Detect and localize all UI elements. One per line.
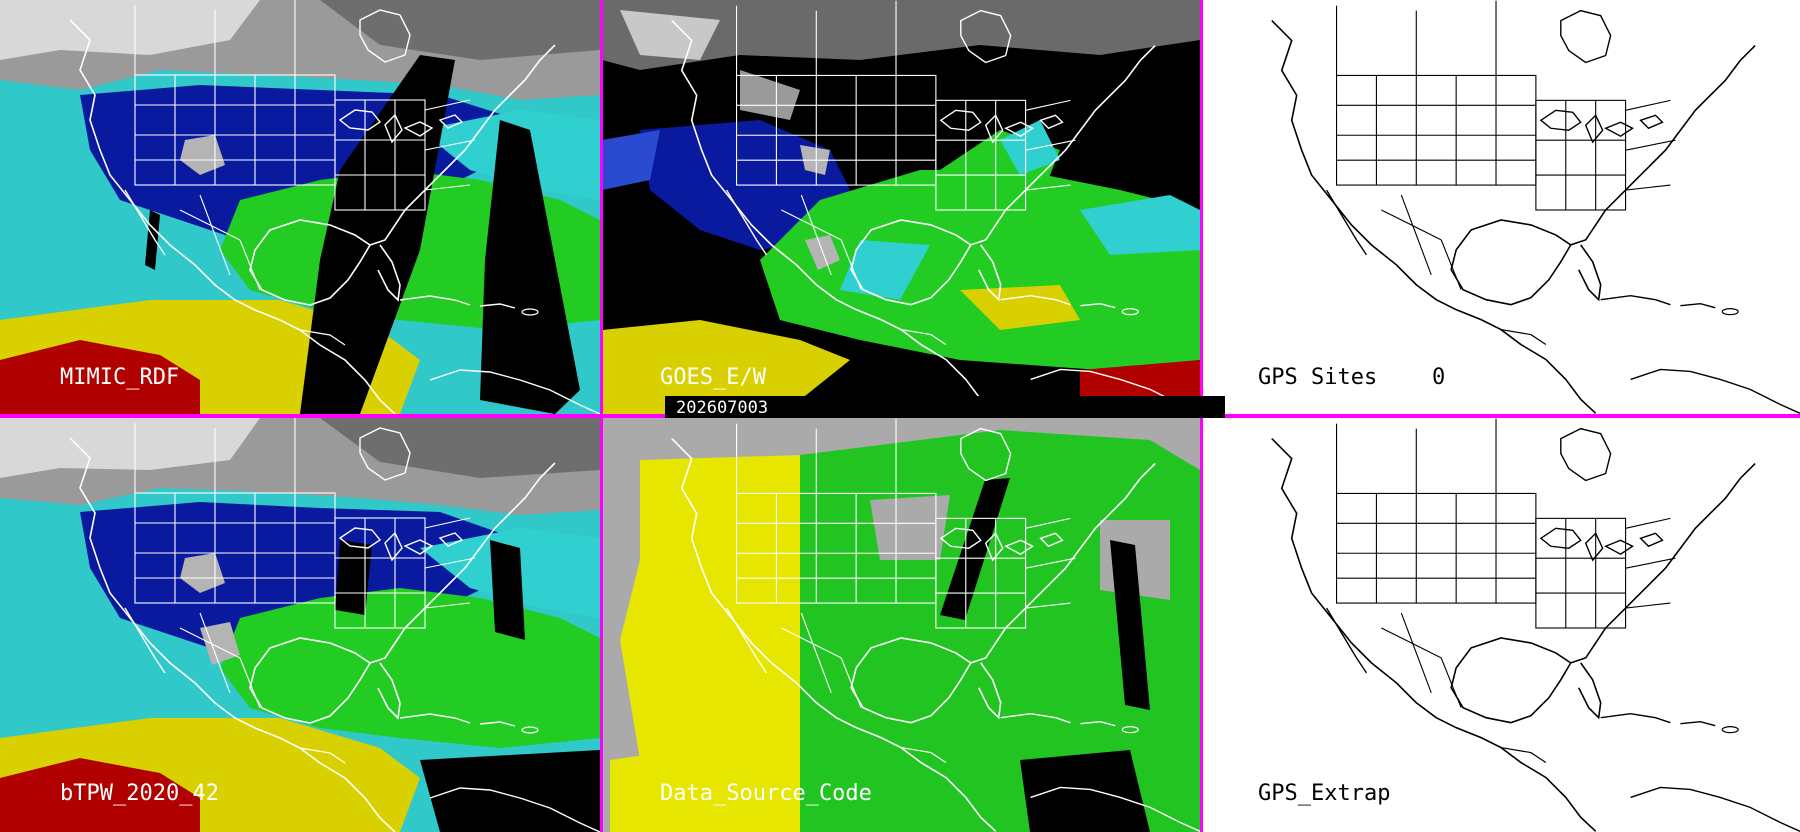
panel-label-btpw: bTPW_2020_42 (60, 781, 219, 806)
panel-goes-ew: GOES_E/W (602, 0, 1200, 414)
panel-label-goes-ew: GOES_E/W (660, 365, 767, 390)
panel-btpw: bTPW_2020_42 (0, 418, 600, 832)
panel-label-data-source-code: Data_Source_Code (660, 781, 872, 806)
panel-label-mimic-rdf: MIMIC_RDF (60, 365, 179, 390)
panel-data-source-code: Data_Source_Code (602, 418, 1200, 832)
panel-gps-extrap: GPS_Extrap (1202, 418, 1800, 832)
panel-gps-sites: GPS Sites 0 (1202, 0, 1800, 414)
timestamp: 202607003 (676, 398, 768, 418)
timestamp-bar: 202607003 (665, 396, 1225, 418)
panel-mimic-rdf: MIMIC_RDF (0, 0, 600, 414)
gps-site-count: 0 (1432, 365, 1445, 390)
panel-label-gps-extrap: GPS_Extrap (1258, 781, 1390, 806)
panel-label-gps-sites: GPS Sites (1258, 365, 1377, 390)
